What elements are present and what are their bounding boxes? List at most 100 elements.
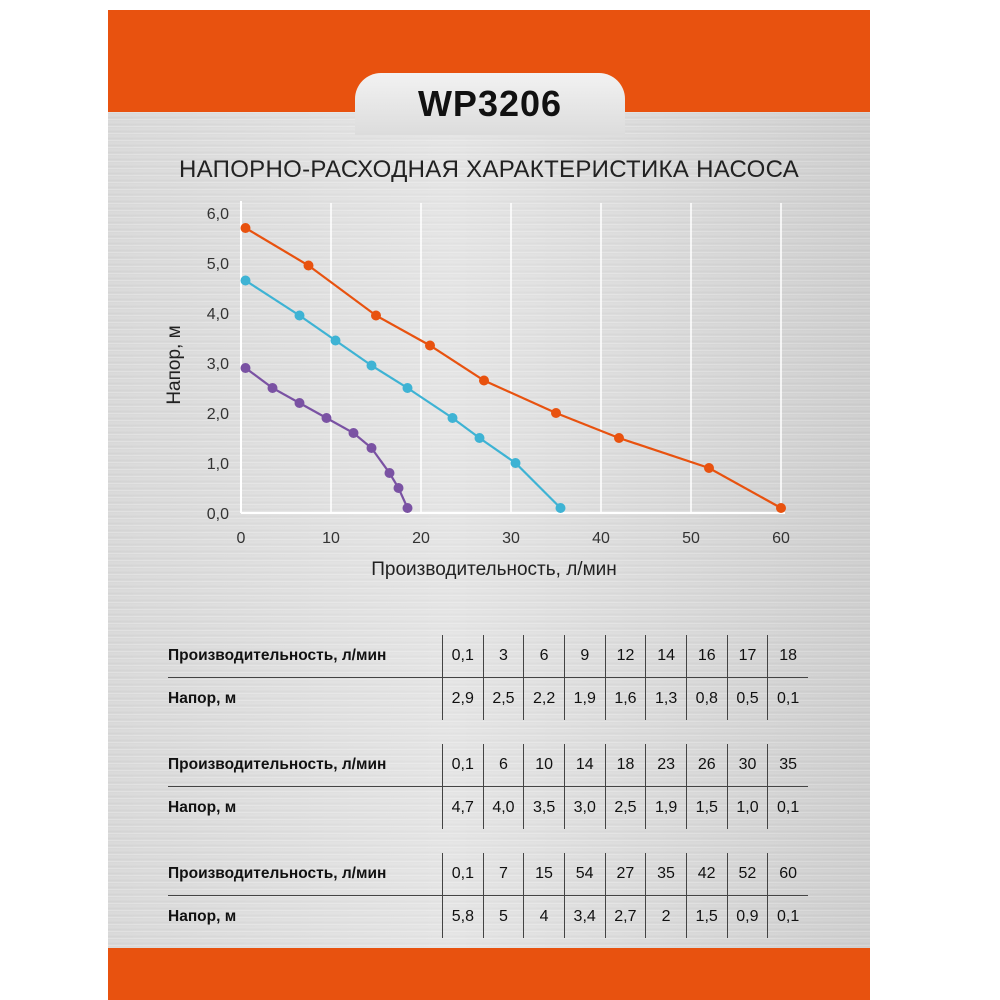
row-label: Напор, м	[168, 908, 237, 925]
table-cell: 14	[645, 635, 687, 678]
x-tick-label: 40	[592, 530, 610, 547]
table-cell: 16	[685, 635, 728, 678]
table-cell: 2,2	[523, 677, 565, 720]
table-cell: 6	[523, 635, 565, 678]
table-cell: 3,0	[563, 786, 606, 829]
data-point	[555, 503, 566, 513]
data-point	[294, 310, 305, 321]
table-cell: 4	[523, 895, 565, 938]
chart-series	[240, 223, 786, 513]
data-point	[402, 383, 413, 393]
y-tick-label: 6,0	[207, 206, 229, 223]
table-cell: 1,6	[604, 677, 646, 720]
x-tick-label: 30	[502, 530, 520, 547]
x-axis-label: Производительность, л/мин	[371, 559, 617, 580]
table-cell: 3,5	[523, 786, 565, 829]
table-cell: 6	[482, 744, 524, 787]
data-point	[330, 335, 341, 346]
data-point	[393, 483, 404, 493]
table-cell: 42	[685, 853, 728, 896]
table-cell: 0,1	[442, 853, 484, 896]
chart-title: НАПОРНО-РАСХОДНАЯ ХАРАКТЕРИСТИКА НАСОСА	[178, 156, 800, 183]
y-tick-label: 5,0	[207, 256, 229, 273]
model-name: WP3206	[417, 83, 563, 124]
spec-table: Производительность, л/мин 0,1 7 15 54 27 35 42 5…	[168, 853, 808, 938]
row-label: Производительность, л/мин	[168, 853, 443, 896]
x-tick-label: 20	[412, 530, 430, 547]
data-point	[240, 275, 251, 286]
table-cell: 1,0	[726, 786, 768, 829]
table-row: Напор, м 2,9 2,5 2,2 1,9 1,6 1,3 0,8 0,5 0,1	[168, 677, 808, 720]
table-cell: 3	[482, 635, 524, 678]
table-cell: 5	[482, 895, 524, 938]
chart-grid	[330, 203, 782, 513]
table-cell: 5,8	[442, 895, 484, 938]
table-cell: 52	[726, 853, 768, 896]
table-row: Напор, м 5,8 5 4 3,4 2,7 2 1,5 0,9 0,1	[168, 895, 808, 938]
data-point	[614, 433, 624, 443]
x-tick-label: 0	[237, 530, 246, 547]
chart-axes: 0 10 20 30 40 50 60 0,0 1,0 2,0 3,0 4,0 5,0 6,0	[207, 201, 790, 547]
table-cell: 1,9	[645, 786, 687, 829]
spec-table: Производительность, л/мин 0,1 6 10 14 18 23 26 3…	[168, 744, 808, 829]
table-cell: 1,5	[685, 895, 728, 938]
y-tick-label: 2,0	[207, 406, 229, 423]
table-cell: 18	[767, 635, 808, 678]
row-label: Напор, м	[168, 799, 237, 816]
data-point	[371, 310, 381, 321]
data-point	[510, 458, 521, 468]
data-point	[303, 260, 314, 271]
table-cell: 2,5	[482, 677, 524, 720]
data-point	[240, 223, 251, 233]
table-cell: 26	[685, 744, 728, 787]
data-point	[551, 408, 561, 418]
table-cell: 10	[523, 744, 565, 787]
table-cell: 60	[767, 853, 808, 896]
y-axis-label: Напор, м	[164, 325, 185, 404]
data-point	[240, 363, 251, 373]
table-cell: 2	[645, 895, 687, 938]
product-spec-panel: WP3206 НАПОРНО-РАСХОДНАЯ ХАРАКТЕРИСТИКА …	[108, 10, 870, 1000]
row-label: Производительность, л/мин	[168, 744, 443, 787]
table-cell: 4,0	[482, 786, 524, 829]
data-point	[479, 375, 489, 386]
row-label: Напор, м	[168, 690, 237, 707]
table-cell: 1,3	[645, 677, 687, 720]
y-tick-label: 4,0	[207, 306, 229, 323]
table-cell: 18	[604, 744, 646, 787]
table-cell: 9	[563, 635, 606, 678]
spec-tables: Производительность, л/мин 0,1 3 6 9 12 14 16 17 1…	[168, 635, 808, 962]
spec-table: Производительность, л/мин 0,1 3 6 9 12 14 16 17 1…	[168, 635, 808, 720]
data-point	[321, 413, 332, 423]
data-point	[366, 443, 377, 453]
table-cell: 0,5	[726, 677, 768, 720]
model-tab: WP3206	[355, 73, 625, 135]
table-cell: 4,7	[441, 786, 484, 829]
data-point	[776, 503, 786, 513]
data-point	[294, 398, 305, 408]
table-row: Производительность, л/мин 0,1 3 6 9 12 14 16 17 1…	[168, 635, 808, 678]
y-tick-label: 3,0	[207, 356, 229, 373]
table-row: Производительность, л/мин 0,1 6 10 14 18 23 26 3…	[168, 744, 808, 787]
table-cell: 15	[523, 853, 565, 896]
table-cell: 27	[604, 853, 646, 896]
pump-curve-chart: 0 10 20 30 40 50 60 0,0 1,0 2,0 3,0 4,0 5,0 6,0 Произ…	[164, 201, 790, 580]
table-cell: 23	[645, 744, 687, 787]
table-row: Напор, м 4,7 4,0 3,5 3,0 2,5 1,9 1,5 1,0 0,1	[168, 786, 808, 829]
table-cell: 12	[604, 635, 646, 678]
x-tick-label: 50	[682, 530, 700, 547]
table-cell: 2,5	[604, 786, 646, 829]
table-cell: 1,5	[685, 786, 728, 829]
table-cell: 0,1	[767, 895, 808, 938]
table-row: Производительность, л/мин 0,1 7 15 54 27 35 42 5…	[168, 853, 808, 896]
data-point	[425, 340, 435, 351]
table-cell: 7	[482, 853, 524, 896]
table-cell: 0,1	[441, 635, 484, 678]
data-point	[384, 468, 395, 478]
table-cell: 54	[563, 853, 606, 896]
data-point	[402, 503, 413, 513]
table-cell: 2,7	[604, 895, 646, 938]
x-tick-label: 60	[772, 530, 790, 547]
table-cell: 2,9	[441, 677, 484, 720]
data-point	[447, 413, 458, 423]
